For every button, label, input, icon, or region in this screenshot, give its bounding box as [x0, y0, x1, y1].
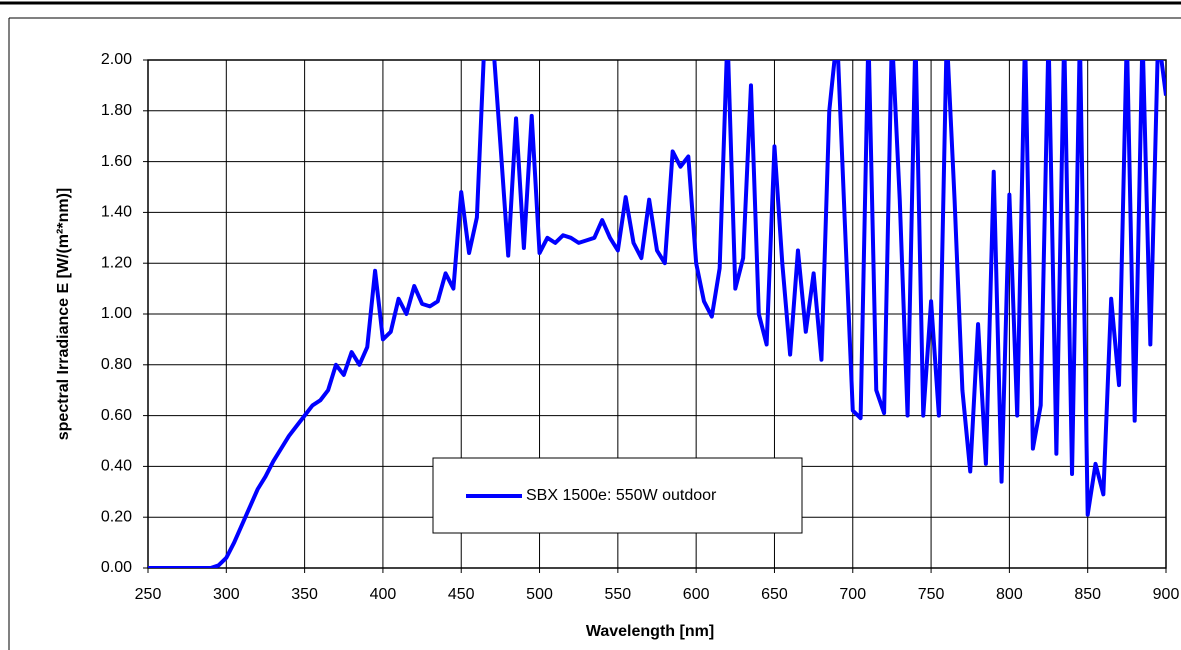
- x-tick-label: 300: [213, 586, 240, 603]
- legend-label: SBX 1500e: 550W outdoor: [526, 487, 717, 504]
- x-tick-label: 600: [683, 586, 710, 603]
- y-tick-label: 0.20: [101, 508, 132, 525]
- x-tick-label: 750: [918, 586, 945, 603]
- x-tick-label: 450: [448, 586, 475, 603]
- x-axis-title: Wavelength [nm]: [586, 623, 714, 640]
- y-tick-label: 1.20: [101, 254, 132, 271]
- y-tick-label: 1.60: [101, 153, 132, 170]
- y-tick-label: 1.00: [101, 305, 132, 322]
- x-tick-label: 250: [135, 586, 162, 603]
- x-tick-label: 500: [526, 586, 553, 603]
- y-axis-title: spectral Irradiance E [W/(m²*nm)]: [55, 188, 72, 441]
- x-tick-label: 550: [604, 586, 631, 603]
- x-tick-label: 350: [291, 586, 318, 603]
- y-tick-label: 2.00: [101, 51, 132, 68]
- plot-border: [147, 59, 1167, 569]
- y-tick-label: 1.40: [101, 204, 132, 221]
- x-tick-label: 800: [996, 586, 1023, 603]
- x-tick-label: 650: [761, 586, 788, 603]
- x-tick-label: 900: [1153, 586, 1180, 603]
- x-tick-label: 850: [1074, 586, 1101, 603]
- x-tick-label: 400: [370, 586, 397, 603]
- data-line: [148, 60, 1166, 568]
- y-tick-label: 0.40: [101, 458, 132, 475]
- y-tick-label: 1.80: [101, 102, 132, 119]
- x-tick-label: 700: [839, 586, 866, 603]
- y-tick-label: 0.00: [101, 559, 132, 576]
- y-tick-label: 0.60: [101, 407, 132, 424]
- y-tick-label: 0.80: [101, 356, 132, 373]
